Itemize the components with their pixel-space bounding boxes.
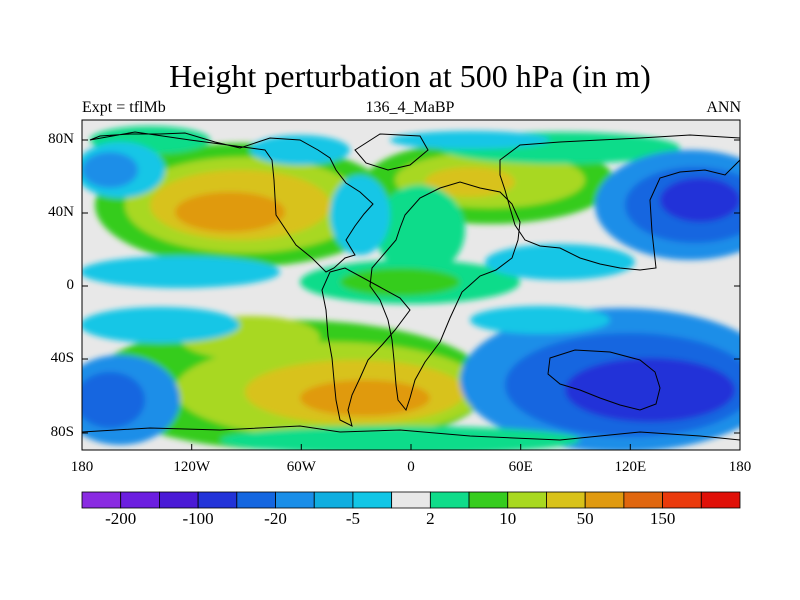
colorbar-swatch xyxy=(507,491,547,509)
colorbar-label: -200 xyxy=(105,509,137,528)
tropical-negative-band xyxy=(82,256,280,288)
lon-label-120w: 120W xyxy=(173,459,211,475)
colorbar-swatch xyxy=(197,491,238,509)
tropical-positive-core xyxy=(340,268,460,296)
slight-negative-band xyxy=(470,306,610,334)
lon-label-60e: 60E xyxy=(508,459,533,475)
slight-negative-band xyxy=(82,307,240,343)
lon-label-180e: 180 xyxy=(728,459,752,475)
lat-label-40s: 40S xyxy=(50,350,74,366)
slight-negative-band xyxy=(250,135,350,165)
colorbar-swatch xyxy=(662,491,702,509)
season-label: ANN xyxy=(706,99,741,116)
colorbar-swatch xyxy=(391,491,431,509)
strong-negative-region xyxy=(565,358,735,422)
colorbar-label: 50 xyxy=(576,509,594,528)
colorbar-swatch xyxy=(236,491,276,509)
weak-negative-region xyxy=(82,152,138,188)
colorbar-label: 10 xyxy=(499,509,517,528)
colorbar-swatch xyxy=(623,491,663,509)
lat-label-0: 0 xyxy=(66,277,75,293)
colorbar-swatch xyxy=(352,491,393,509)
colorbar-swatch xyxy=(429,491,470,509)
lon-ticks xyxy=(81,444,741,450)
colorbar-swatch xyxy=(584,491,625,509)
colorbar-swatch xyxy=(313,491,354,509)
negative-region xyxy=(82,372,145,428)
lat-label-80s: 80S xyxy=(50,424,74,440)
max-positive-region xyxy=(175,192,285,232)
colorbar-swatch xyxy=(275,491,315,509)
colorbar xyxy=(81,491,741,509)
colorbar-label: -20 xyxy=(264,509,287,528)
colorbar-label: -5 xyxy=(345,509,361,528)
slight-negative-band xyxy=(390,131,550,149)
run-label: 136_4_MaBP xyxy=(365,99,455,116)
strong-negative-region xyxy=(660,178,740,222)
colorbar-swatch xyxy=(468,491,509,509)
colorbar-label: -100 xyxy=(182,509,214,528)
experiment-label: Expt = tflMb xyxy=(82,99,166,116)
colorbar-swatch xyxy=(159,491,199,509)
colorbar-swatch xyxy=(81,491,122,509)
europe-africa-outline xyxy=(369,181,521,412)
colorbar-swatch xyxy=(546,491,586,509)
plot-title: Height perturbation at 500 hPa (in m) xyxy=(169,58,651,94)
slight-negative-region xyxy=(485,244,635,280)
slight-positive-band xyxy=(220,426,580,450)
lat-ticks xyxy=(82,139,740,434)
antarctica-outline xyxy=(82,425,740,441)
lat-label-80n: 80N xyxy=(48,131,74,147)
lon-label-180w: 180 xyxy=(70,459,94,475)
max-positive-region xyxy=(300,380,430,416)
contour-field xyxy=(82,120,740,450)
colorbar-swatch xyxy=(120,491,160,509)
asia-outline xyxy=(499,134,740,271)
north-america-outline xyxy=(89,131,374,273)
lon-label-0: 0 xyxy=(407,459,415,475)
colorbar-label: 150 xyxy=(649,509,676,528)
continent-outlines xyxy=(82,131,740,441)
lat-label-40n: 40N xyxy=(48,204,74,220)
lon-label-120e: 120E xyxy=(614,459,647,475)
slight-negative-region xyxy=(330,175,390,255)
lon-label-60w: 60W xyxy=(286,459,316,475)
south-america-outline xyxy=(321,267,411,427)
colorbar-label: 2 xyxy=(426,509,435,528)
colorbar-swatch xyxy=(700,491,741,509)
strong-positive-region xyxy=(425,167,515,197)
positive-region xyxy=(375,185,465,275)
greenland-outline xyxy=(354,133,429,171)
australia-outline xyxy=(547,349,661,411)
